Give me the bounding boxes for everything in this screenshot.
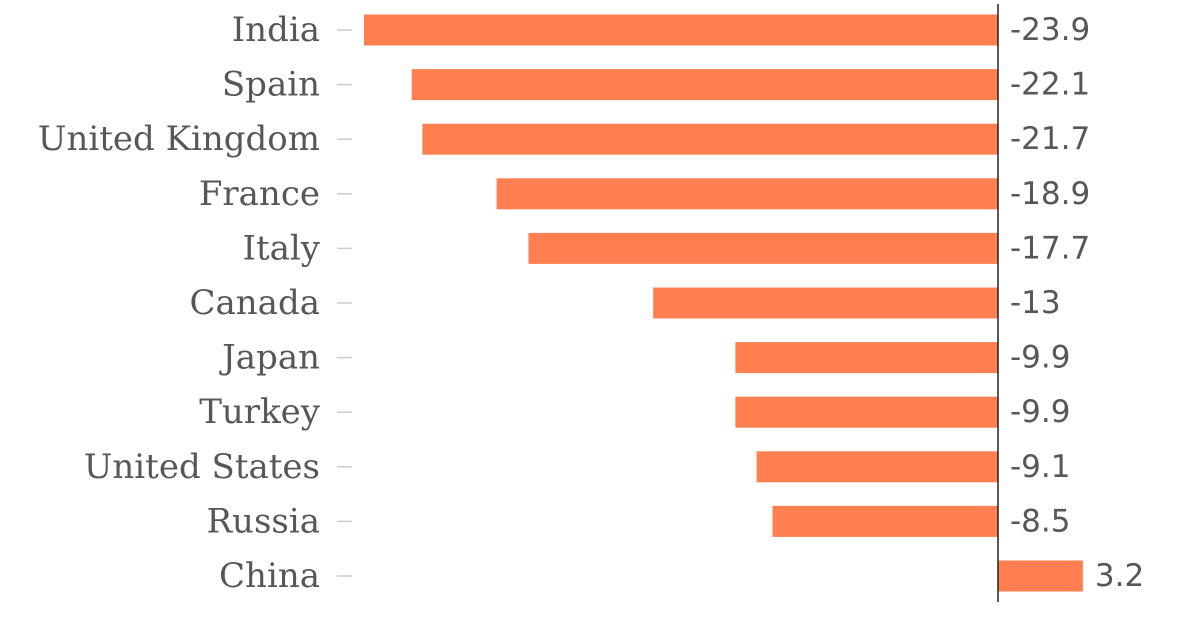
bar-india	[364, 14, 998, 46]
bar-france	[496, 178, 998, 210]
category-ticks	[337, 29, 352, 577]
value-label-united-states: -9.1	[1010, 449, 1071, 485]
value-labels: -23.9 -22.1 -21.7 -18.9 -17.7 -13 -9.9 -9.9 -9.1…	[1010, 12, 1144, 594]
bar-canada	[653, 287, 998, 319]
category-label-canada: Canada	[190, 283, 321, 323]
bar-spain	[411, 69, 998, 101]
category-label-france: France	[199, 174, 320, 214]
bars	[364, 14, 1083, 592]
value-label-italy: -17.7	[1010, 230, 1090, 266]
category-labels: India Spain United Kingdom France Italy Canad…	[38, 10, 321, 596]
value-label-japan: -9.9	[1010, 340, 1071, 376]
value-label-france: -18.9	[1010, 176, 1090, 212]
category-label-italy: Italy	[243, 228, 321, 268]
category-label-turkey: Turkey	[199, 392, 321, 432]
category-label-united-states: United States	[84, 447, 320, 487]
bar-italy	[528, 232, 998, 264]
bar-japan	[735, 342, 998, 374]
category-label-russia: Russia	[206, 501, 320, 541]
value-label-turkey: -9.9	[1010, 394, 1071, 430]
bar-russia	[772, 505, 998, 537]
value-label-canada: -13	[1010, 285, 1061, 321]
category-label-united-kingdom: United Kingdom	[38, 119, 320, 159]
value-label-india: -23.9	[1010, 12, 1090, 48]
category-label-china: China	[219, 556, 320, 596]
category-label-india: India	[232, 10, 320, 50]
bar-united-kingdom	[422, 123, 998, 155]
bar-united-states	[756, 451, 998, 483]
value-label-spain: -22.1	[1010, 67, 1090, 103]
value-label-united-kingdom: -21.7	[1010, 121, 1090, 157]
value-label-china: 3.2	[1095, 558, 1144, 594]
bar-turkey	[735, 396, 998, 428]
value-label-russia: -8.5	[1010, 503, 1071, 539]
bar-china	[998, 560, 1083, 592]
category-label-spain: Spain	[222, 65, 320, 105]
category-label-japan: Japan	[219, 338, 320, 378]
